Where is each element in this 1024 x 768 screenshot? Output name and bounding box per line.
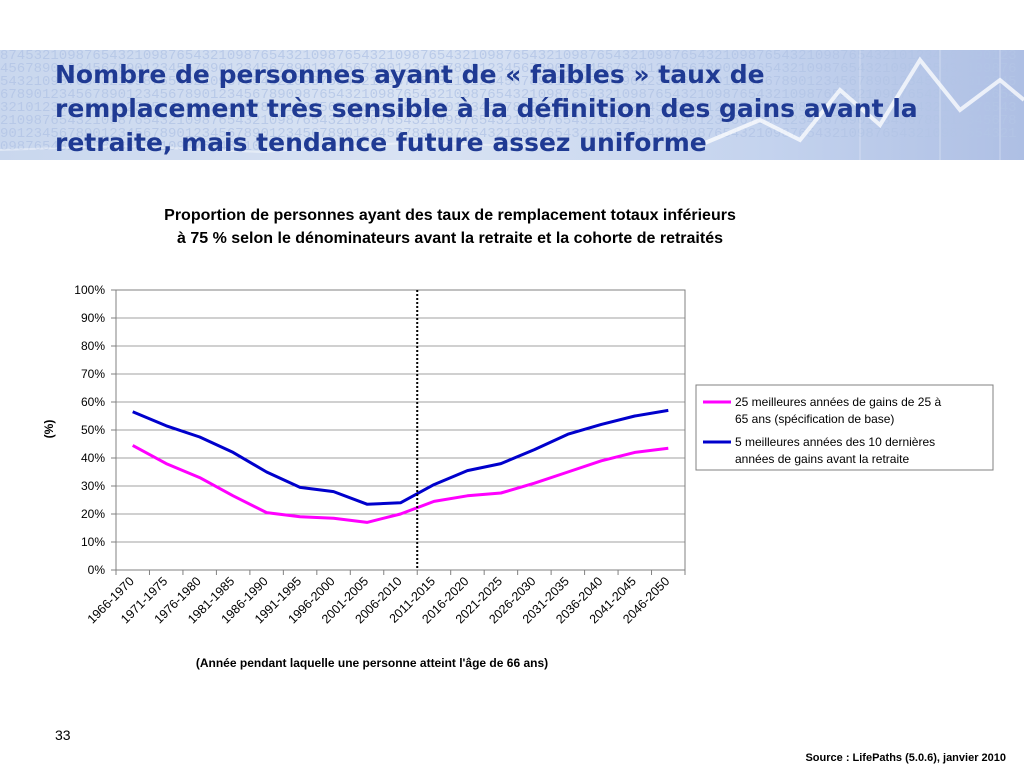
- y-tick-label: 60%: [81, 395, 105, 409]
- legend-label-2: 5 meilleures années des 10 dernières anné…: [735, 435, 935, 466]
- y-tick-label: 40%: [81, 451, 105, 465]
- y-axis-label: (%): [42, 420, 56, 439]
- legend: 25 meilleures années de gains de 25 à 65 …: [703, 395, 941, 466]
- chart-title: Proportion de personnes ayant des taux d…: [164, 207, 736, 247]
- y-tick-label: 100%: [74, 283, 105, 297]
- y-tick-label: 10%: [81, 535, 105, 549]
- y-tick-label: 50%: [81, 423, 105, 437]
- series-line-2: [132, 408, 669, 506]
- y-axis-tick-labels: 0% 10% 20% 30% 40% 50% 60% 70% 80% 90% 100%: [74, 283, 105, 577]
- header-banner: 8745321098765432109876543210987654321098…: [0, 50, 1024, 160]
- y-tick-label: 80%: [81, 339, 105, 353]
- y-tick-label: 0%: [88, 563, 106, 577]
- x-axis-label: (Année pendant laquelle une personne att…: [196, 656, 548, 670]
- slide-title: Nombre de personnes ayant de « faibles »…: [55, 60, 918, 157]
- y-tick-label: 90%: [81, 311, 105, 325]
- legend-label-1: 25 meilleures années de gains de 25 à 65 …: [735, 395, 941, 426]
- banner-digit-texture: 8745321098765432109876543210987654321098…: [0, 50, 1017, 155]
- x-axis-tick-labels: 1966-19701971-19751976-19801981-19851986…: [85, 570, 686, 626]
- y-tick-label: 30%: [81, 479, 105, 493]
- legend-box: [695, 384, 994, 471]
- series-lines: [131, 408, 669, 524]
- source-note: Source : LifePaths (5.0.6), janvier 2010: [805, 752, 1006, 764]
- page-number: 33: [55, 727, 71, 743]
- series-line-1: [131, 444, 669, 524]
- banner-graph-decoration: [0, 50, 1024, 160]
- gridlines: [111, 289, 685, 571]
- y-tick-label: 70%: [81, 367, 105, 381]
- y-tick-label: 20%: [81, 507, 105, 521]
